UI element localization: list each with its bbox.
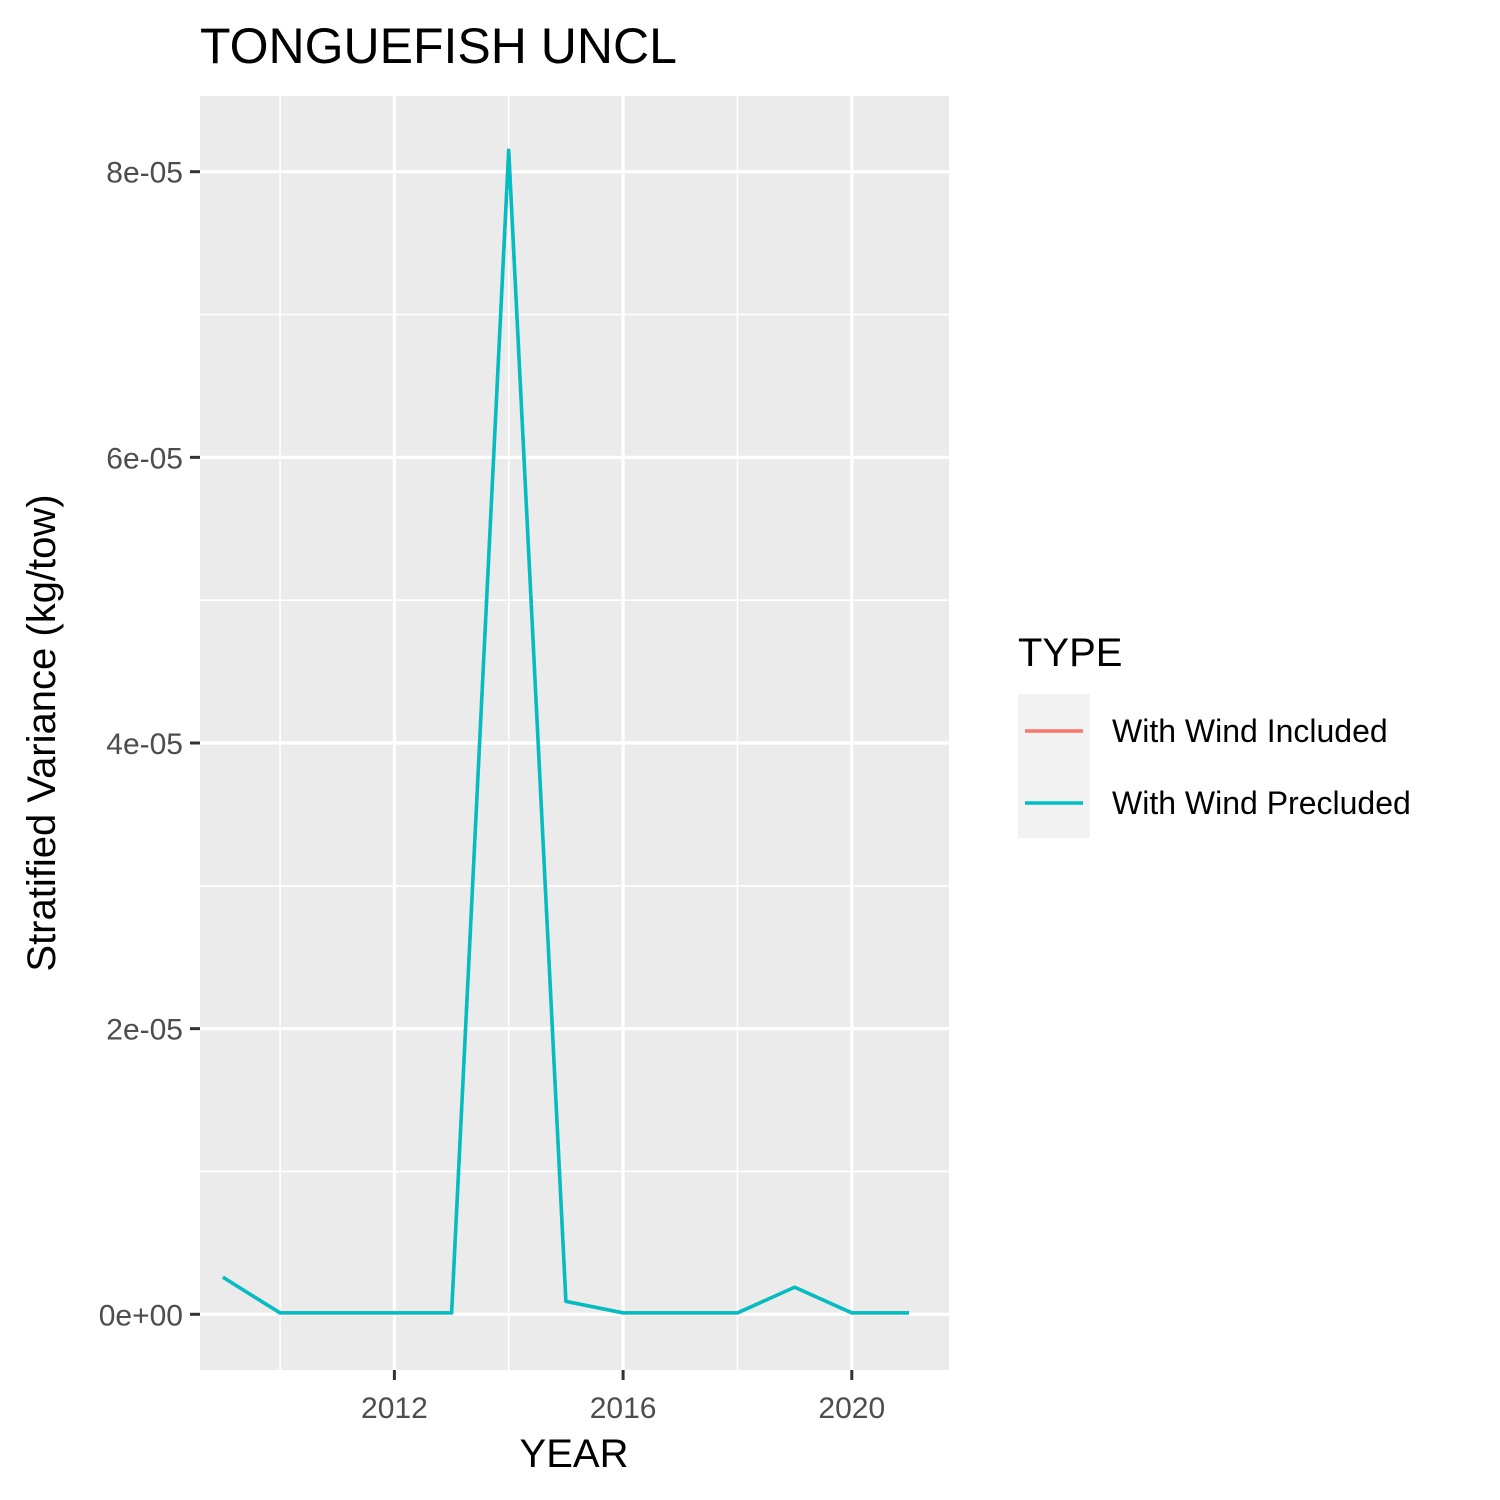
legend-key-background	[1018, 694, 1090, 838]
legend-label-with-wind-precluded: With Wind Precluded	[1112, 785, 1411, 821]
legend: TYPE With Wind Included With Wind Preclud…	[1018, 631, 1411, 838]
x-axis: 2012 2016 2020	[361, 1370, 885, 1425]
legend-title: TYPE	[1018, 631, 1122, 675]
plot-panel	[200, 96, 949, 1370]
y-tick-label: 6e-05	[106, 442, 183, 475]
x-tick-label: 2020	[818, 1392, 885, 1425]
y-tick-label: 2e-05	[106, 1014, 183, 1047]
x-axis-title: YEAR	[520, 1432, 629, 1476]
series-line-with-wind-precluded	[221, 148, 909, 1315]
x-tick-label: 2016	[590, 1392, 657, 1425]
y-tick-label: 0e+00	[99, 1299, 183, 1332]
minor-gridlines	[200, 96, 949, 1370]
y-tick-label: 8e-05	[106, 157, 183, 190]
legend-label-with-wind-included: With Wind Included	[1112, 713, 1388, 749]
chart-title: TONGUEFISH UNCL	[200, 18, 677, 74]
y-tick-label: 4e-05	[106, 728, 183, 761]
y-axis-title: Stratified Variance (kg/tow)	[20, 494, 64, 971]
x-tick-label: 2012	[361, 1392, 428, 1425]
y-axis: 0e+00 2e-05 4e-05 6e-05 8e-05	[99, 157, 200, 1332]
series-lines	[221, 148, 909, 1315]
